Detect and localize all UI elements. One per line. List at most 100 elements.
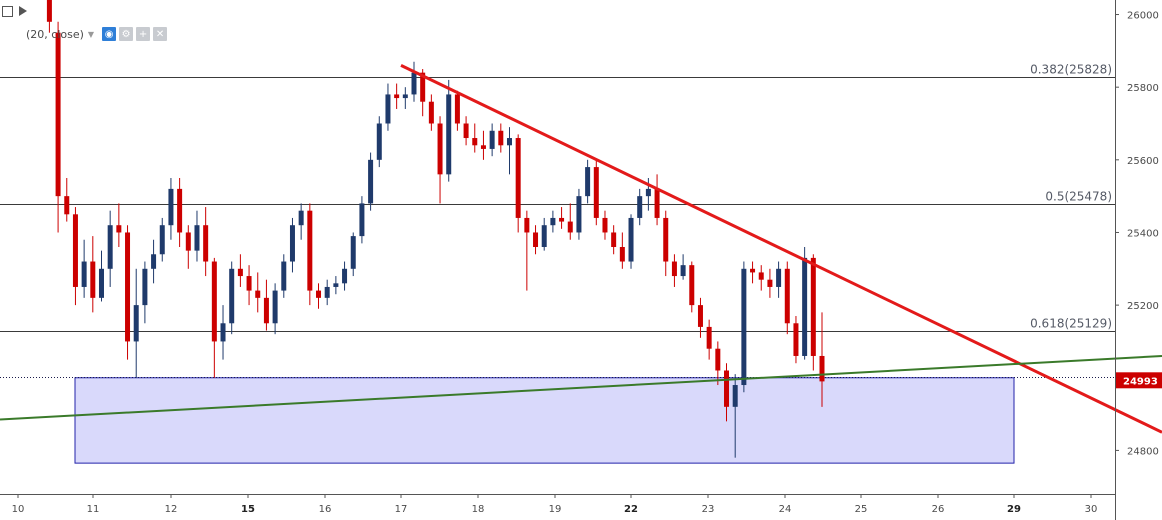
candle-body xyxy=(142,268,148,306)
candle-body xyxy=(793,323,799,356)
x-tick-label: 22 xyxy=(624,504,638,515)
candle-body xyxy=(72,214,78,287)
x-tick-label: 17 xyxy=(395,504,408,515)
plus-icon[interactable]: + xyxy=(136,27,151,41)
candle-body xyxy=(741,268,747,386)
candle-body xyxy=(98,268,104,298)
support-zone-rect xyxy=(74,377,1015,464)
candle-body xyxy=(515,138,521,218)
x-tick-label: 29 xyxy=(1007,504,1021,515)
candle-body xyxy=(237,268,243,277)
candle-body xyxy=(654,188,660,218)
flag-icon[interactable] xyxy=(19,6,27,16)
x-tick-label: 12 xyxy=(165,504,178,515)
candle-body xyxy=(663,217,669,262)
candle-body xyxy=(368,159,374,204)
candle-body xyxy=(298,210,304,226)
candle-body xyxy=(784,268,790,324)
support-trendline xyxy=(0,354,1162,421)
candle-body xyxy=(211,261,217,342)
gear-icon[interactable]: ⚙ xyxy=(119,27,134,41)
candle-body xyxy=(671,261,677,277)
candle-body xyxy=(359,203,365,237)
candle-body xyxy=(420,72,426,102)
candle-body xyxy=(776,268,782,287)
candle-body xyxy=(645,188,651,197)
last-price-badge xyxy=(1116,372,1162,389)
y-tick-label: 25200 xyxy=(1127,301,1159,312)
candlesticks xyxy=(46,0,825,458)
y-tick-label: 25600 xyxy=(1127,156,1159,167)
candle-body xyxy=(402,94,408,99)
candle-body xyxy=(194,225,200,251)
fib-label-0.618: 0.618(25129) xyxy=(1030,317,1112,331)
candle-body xyxy=(637,196,643,218)
candle-body xyxy=(576,196,582,233)
support-zone[interactable] xyxy=(0,377,1115,464)
candle-body xyxy=(151,254,157,269)
y-tick-label: 24800 xyxy=(1127,446,1159,457)
candle-body xyxy=(81,261,87,287)
maximize-icon[interactable] xyxy=(2,6,13,17)
candle-body xyxy=(498,130,504,146)
chevron-down-icon[interactable]: ▼ xyxy=(87,29,95,39)
x-tick-label: 19 xyxy=(549,504,562,515)
candle-body xyxy=(715,348,721,371)
fib-level-lines: 0.236(26261)0.382(25828)0.5(25478)0.618(… xyxy=(0,63,1115,332)
close-icon[interactable]: ✕ xyxy=(153,27,168,41)
candle-body xyxy=(767,279,773,287)
candle-body xyxy=(446,94,452,175)
candle-body xyxy=(185,232,191,251)
candle-body xyxy=(706,326,712,349)
candle-body xyxy=(541,225,547,247)
x-tick-label: 10 xyxy=(12,504,25,515)
candle-body xyxy=(220,323,226,342)
candle-body xyxy=(480,145,486,149)
candle-body xyxy=(697,305,703,327)
candle-body xyxy=(55,32,61,197)
y-tick-label: 25800 xyxy=(1127,83,1159,94)
candle-body xyxy=(159,225,165,255)
candle-body xyxy=(203,225,209,262)
last-price-label: 24993 xyxy=(1123,376,1158,387)
candle-body xyxy=(689,265,695,306)
candle-body xyxy=(559,217,565,222)
trendlines[interactable] xyxy=(0,64,1162,434)
candle-body xyxy=(428,101,434,124)
indicator-label[interactable]: (20, close) xyxy=(26,27,84,41)
candle-body xyxy=(125,232,131,342)
x-tick-label: 18 xyxy=(472,504,485,515)
x-tick-label: 11 xyxy=(87,504,100,515)
candle-body xyxy=(802,257,808,356)
candle-body xyxy=(472,138,478,146)
candle-body xyxy=(454,94,460,124)
candle-body xyxy=(411,72,417,95)
fib-label-0.5: 0.5(25478) xyxy=(1045,190,1112,204)
candle-body xyxy=(628,217,634,262)
candle-body xyxy=(133,305,139,342)
candle-body xyxy=(177,188,183,233)
candle-body xyxy=(281,261,287,291)
candle-body xyxy=(437,123,443,175)
candle-body xyxy=(316,290,322,298)
candle-body xyxy=(810,257,816,356)
fib-label-0.382: 0.382(25828) xyxy=(1030,63,1112,77)
candle-body xyxy=(602,217,608,233)
candle-body xyxy=(506,138,512,146)
x-tick-label: 26 xyxy=(932,504,945,515)
candle-body xyxy=(307,210,313,291)
chart-window-controls[interactable] xyxy=(2,6,32,20)
eye-icon[interactable]: ◉ xyxy=(102,27,117,41)
candle-body xyxy=(611,232,617,247)
candle-body xyxy=(524,217,530,233)
candle-body xyxy=(116,225,122,233)
candle-body xyxy=(333,283,339,287)
indicator-legend[interactable]: (20, close) ▼ ◉ ⚙ + ✕ xyxy=(0,24,170,44)
candle-body xyxy=(289,225,295,262)
candle-body xyxy=(758,272,764,280)
y-tick-label: 25400 xyxy=(1127,228,1159,239)
y-tick-label: 26000 xyxy=(1127,11,1159,22)
candle-body xyxy=(64,196,70,215)
candle-body xyxy=(680,265,686,277)
